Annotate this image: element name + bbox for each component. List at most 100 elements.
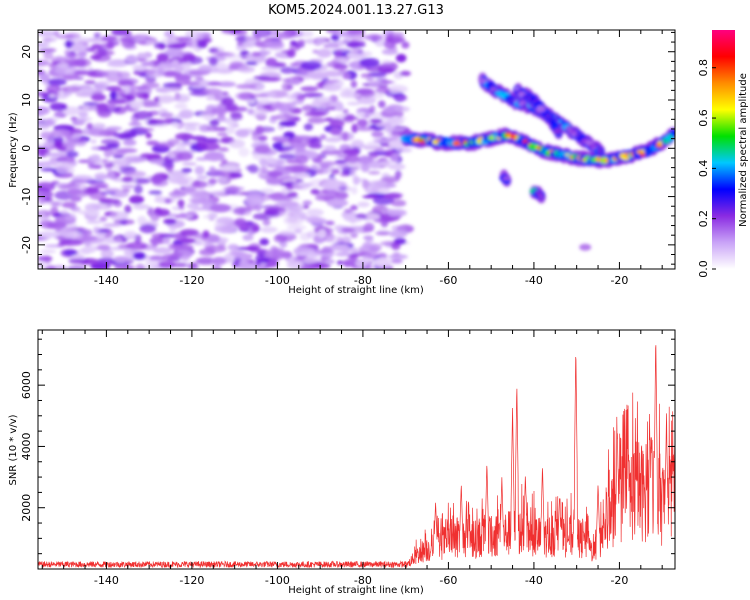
- noise-blob: [183, 125, 198, 132]
- noise-blob: [270, 102, 292, 110]
- noise-blob: [132, 203, 150, 210]
- noise-blob: [139, 40, 147, 45]
- noise-blob: [40, 131, 54, 140]
- noise-blob: [125, 54, 139, 64]
- signal-track-2-core: [553, 128, 562, 135]
- noise-blob: [174, 103, 188, 110]
- noise-blob: [307, 243, 319, 250]
- noise-blob: [323, 227, 334, 234]
- snr-series-line: [38, 345, 675, 569]
- noise-blob: [209, 119, 220, 127]
- noise-blob: [191, 180, 208, 189]
- noise-blob: [121, 176, 134, 183]
- noise-blob: [322, 83, 342, 92]
- noise-blob: [287, 191, 298, 198]
- noise-blob: [158, 94, 175, 104]
- noise-blob: [322, 169, 330, 174]
- noise-blob: [88, 73, 104, 78]
- noise-blob: [174, 232, 183, 241]
- noise-blob: [158, 261, 176, 269]
- noise-blob: [170, 194, 183, 199]
- noise-blob: [234, 92, 252, 100]
- noise-blob: [159, 112, 174, 118]
- noise-blob: [180, 254, 190, 262]
- snr-frame: [37, 329, 676, 570]
- noise-blob: [363, 222, 375, 233]
- noise-blob: [393, 106, 410, 112]
- noise-blob: [221, 97, 235, 106]
- noise-blob: [90, 93, 107, 102]
- noise-blob: [117, 244, 135, 249]
- spectrogram-signal-layer: [400, 72, 675, 251]
- signal-track-4-core: [502, 176, 511, 181]
- noise-blob: [130, 178, 151, 184]
- noise-blob: [135, 263, 145, 269]
- noise-blob: [117, 71, 131, 79]
- noise-blob: [224, 252, 233, 261]
- noise-blob: [183, 81, 201, 86]
- noise-blob: [225, 185, 240, 195]
- noise-blob: [347, 253, 359, 259]
- noise-blob: [38, 142, 46, 147]
- noise-blob: [121, 184, 135, 189]
- noise-blob: [49, 102, 67, 111]
- noise-blob: [253, 75, 271, 80]
- noise-blob: [111, 30, 129, 36]
- noise-blob: [134, 234, 142, 244]
- noise-blob: [102, 159, 109, 164]
- noise-blob: [297, 39, 306, 45]
- noise-blob: [75, 118, 88, 123]
- noise-blob: [149, 159, 165, 164]
- noise-blob: [177, 199, 185, 208]
- noise-blob: [96, 80, 112, 85]
- noise-blob: [350, 204, 358, 211]
- noise-blob: [360, 73, 371, 79]
- noise-blob: [83, 102, 99, 106]
- noise-blob: [316, 48, 332, 58]
- y-tick-label: 20: [20, 45, 33, 59]
- noise-blob: [90, 263, 111, 269]
- noise-blob: [211, 257, 227, 266]
- snr-x-axis: -140 -120 -100 -80 -60 -40 -20: [41, 330, 663, 587]
- noise-blob: [50, 201, 62, 207]
- noise-blob: [394, 95, 408, 101]
- noise-blob: [355, 259, 369, 268]
- noise-blob: [175, 144, 186, 153]
- noise-blob: [325, 235, 344, 244]
- noise-blob: [251, 224, 259, 233]
- signal-track-1-core: [597, 147, 603, 155]
- noise-blob: [186, 202, 199, 210]
- noise-blob: [357, 88, 376, 98]
- noise-blob: [69, 37, 92, 44]
- noise-blob: [352, 175, 361, 185]
- noise-blob: [211, 264, 222, 269]
- noise-blob: [128, 122, 142, 127]
- noise-blob: [311, 100, 321, 107]
- noise-blob: [227, 125, 236, 135]
- x-tick-label: -60: [439, 274, 457, 287]
- x-tick-label: -100: [265, 574, 290, 587]
- noise-blob: [222, 53, 244, 60]
- noise-blob: [180, 122, 201, 127]
- noise-blob: [315, 38, 327, 45]
- noise-blob: [164, 87, 182, 92]
- noise-blob: [71, 175, 93, 182]
- noise-blob: [58, 183, 81, 188]
- noise-blob: [204, 245, 227, 253]
- noise-blob: [351, 186, 358, 195]
- noise-blob: [56, 147, 67, 151]
- noise-blob: [266, 157, 278, 164]
- snr-x-axis-label: Height of straight line (km): [288, 585, 424, 596]
- noise-blob: [330, 127, 342, 136]
- noise-blob: [190, 135, 208, 141]
- y-tick-label: 0: [20, 145, 33, 152]
- x-tick-label: -80: [354, 274, 372, 287]
- noise-blob: [292, 172, 310, 178]
- noise-blob: [171, 121, 180, 128]
- noise-blob: [159, 61, 167, 72]
- noise-blob: [100, 191, 117, 195]
- noise-blob: [341, 131, 349, 142]
- noise-blob: [38, 212, 46, 218]
- noise-blob: [145, 68, 166, 78]
